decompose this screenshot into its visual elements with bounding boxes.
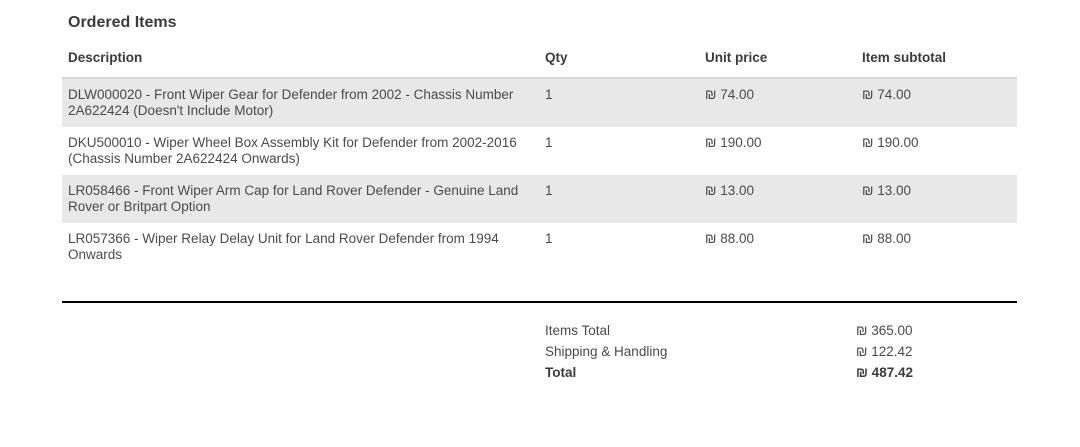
grand-total-value: ₪ 487.42	[856, 365, 913, 380]
item-unit-price: ₪ 13.00	[705, 183, 754, 198]
item-unit-price: ₪ 74.00	[699, 77, 856, 127]
item-subtotal: ₪ 74.00	[856, 77, 1017, 127]
grand-total-label: Total	[545, 365, 577, 380]
column-header-item-subtotal: Item subtotal	[862, 50, 947, 65]
item-subtotal: ₪ 88.00	[862, 231, 911, 246]
table-row: DKU500010 - Wiper Wheel Box Assembly Kit…	[62, 127, 1017, 175]
items-total-value: ₪ 365.00	[856, 323, 913, 338]
column-header-unit-price: Unit price	[705, 50, 768, 65]
totals-section: Items Total ₪ 365.00 Shipping & Handling…	[62, 320, 1017, 383]
shipping-label: Shipping & Handling	[545, 344, 668, 359]
item-unit-price: ₪ 190.00	[705, 135, 762, 150]
items-total-label: Items Total	[545, 323, 611, 338]
item-qty: 1	[545, 231, 553, 246]
column-header-qty: Qty	[545, 50, 568, 65]
table-row: LR057366 - Wiper Relay Delay Unit for La…	[62, 223, 1017, 271]
table-row: LR058466 - Front Wiper Arm Cap for Land …	[62, 175, 1017, 223]
items-total-row: Items Total ₪ 365.00	[62, 320, 1017, 341]
item-description: DKU500010 - Wiper Wheel Box Assembly Kit…	[68, 135, 517, 166]
item-qty: 1	[539, 77, 699, 127]
item-qty: 1	[545, 135, 553, 150]
item-qty: 1	[545, 183, 553, 198]
totals-divider	[62, 301, 1017, 303]
item-description: DLW000020 - Front Wiper Gear for Defende…	[62, 77, 539, 127]
item-subtotal: ₪ 13.00	[862, 183, 911, 198]
item-unit-price: ₪ 88.00	[705, 231, 754, 246]
item-description: LR058466 - Front Wiper Arm Cap for Land …	[68, 183, 519, 214]
item-description: LR057366 - Wiper Relay Delay Unit for La…	[68, 231, 499, 262]
table-row: DLW000020 - Front Wiper Gear for Defende…	[62, 77, 1017, 127]
section-title: Ordered Items	[68, 14, 177, 31]
item-subtotal: ₪ 190.00	[862, 135, 919, 150]
shipping-row: Shipping & Handling ₪ 122.42	[62, 341, 1017, 362]
grand-total-row: Total ₪ 487.42	[62, 362, 1017, 383]
ordered-items-table: Description Qty Unit price Item subtotal…	[62, 50, 1017, 271]
column-header-description: Description	[68, 50, 143, 65]
shipping-value: ₪ 122.42	[856, 344, 913, 359]
ordered-items-panel: Ordered Items Description Qty Unit price…	[62, 14, 1017, 383]
table-header: Description Qty Unit price Item subtotal	[62, 50, 1017, 78]
